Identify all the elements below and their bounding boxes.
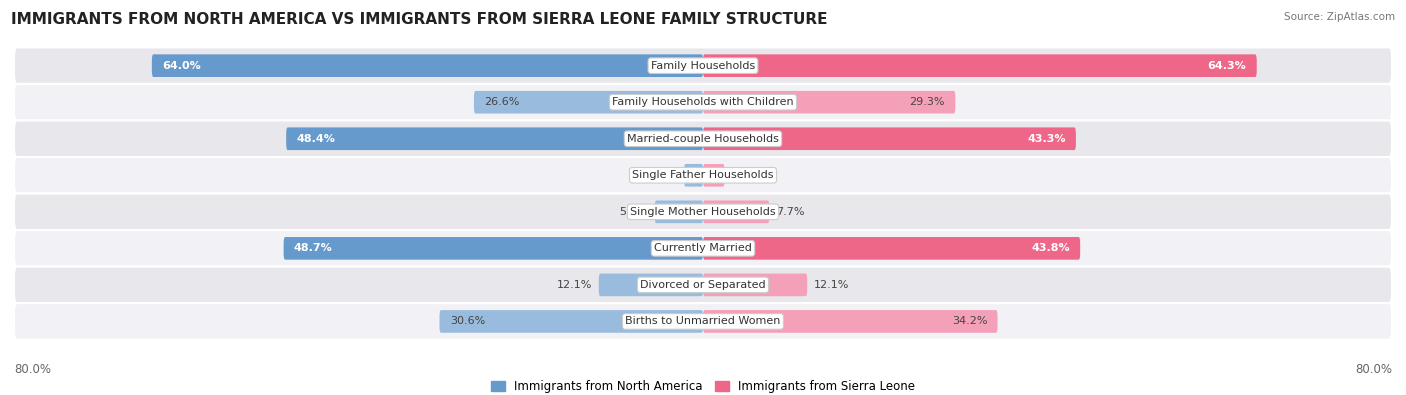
FancyBboxPatch shape — [440, 310, 703, 333]
Text: 43.3%: 43.3% — [1026, 134, 1066, 144]
Text: 7.7%: 7.7% — [776, 207, 804, 217]
FancyBboxPatch shape — [703, 164, 724, 186]
Text: 26.6%: 26.6% — [484, 97, 520, 107]
Text: Births to Unmarried Women: Births to Unmarried Women — [626, 316, 780, 326]
Text: 12.1%: 12.1% — [557, 280, 592, 290]
FancyBboxPatch shape — [14, 47, 1392, 84]
FancyBboxPatch shape — [703, 55, 1257, 77]
FancyBboxPatch shape — [703, 237, 1080, 260]
FancyBboxPatch shape — [685, 164, 703, 186]
FancyBboxPatch shape — [287, 128, 703, 150]
FancyBboxPatch shape — [655, 201, 703, 223]
Text: 80.0%: 80.0% — [14, 363, 51, 376]
FancyBboxPatch shape — [703, 201, 769, 223]
Text: Source: ZipAtlas.com: Source: ZipAtlas.com — [1284, 12, 1395, 22]
FancyBboxPatch shape — [284, 237, 703, 260]
Text: 80.0%: 80.0% — [1355, 363, 1392, 376]
Text: 30.6%: 30.6% — [450, 316, 485, 326]
Legend: Immigrants from North America, Immigrants from Sierra Leone: Immigrants from North America, Immigrant… — [486, 376, 920, 395]
Text: 34.2%: 34.2% — [952, 316, 987, 326]
FancyBboxPatch shape — [703, 128, 1076, 150]
Text: Currently Married: Currently Married — [654, 243, 752, 253]
Text: 12.1%: 12.1% — [814, 280, 849, 290]
FancyBboxPatch shape — [14, 230, 1392, 267]
FancyBboxPatch shape — [703, 310, 997, 333]
Text: Single Father Households: Single Father Households — [633, 170, 773, 180]
FancyBboxPatch shape — [14, 194, 1392, 230]
FancyBboxPatch shape — [703, 91, 955, 113]
Text: 5.6%: 5.6% — [620, 207, 648, 217]
FancyBboxPatch shape — [474, 91, 703, 113]
Text: 64.3%: 64.3% — [1208, 61, 1246, 71]
FancyBboxPatch shape — [14, 120, 1392, 157]
FancyBboxPatch shape — [14, 157, 1392, 194]
FancyBboxPatch shape — [14, 267, 1392, 303]
Text: 64.0%: 64.0% — [162, 61, 201, 71]
FancyBboxPatch shape — [152, 55, 703, 77]
FancyBboxPatch shape — [14, 84, 1392, 120]
Text: IMMIGRANTS FROM NORTH AMERICA VS IMMIGRANTS FROM SIERRA LEONE FAMILY STRUCTURE: IMMIGRANTS FROM NORTH AMERICA VS IMMIGRA… — [11, 12, 828, 27]
Text: 48.7%: 48.7% — [294, 243, 333, 253]
FancyBboxPatch shape — [599, 274, 703, 296]
Text: 48.4%: 48.4% — [297, 134, 336, 144]
Text: Family Households: Family Households — [651, 61, 755, 71]
Text: 2.2%: 2.2% — [648, 170, 678, 180]
Text: Family Households with Children: Family Households with Children — [612, 97, 794, 107]
Text: 29.3%: 29.3% — [910, 97, 945, 107]
FancyBboxPatch shape — [14, 303, 1392, 340]
Text: 2.5%: 2.5% — [731, 170, 759, 180]
Text: 43.8%: 43.8% — [1031, 243, 1070, 253]
Text: Divorced or Separated: Divorced or Separated — [640, 280, 766, 290]
Text: Single Mother Households: Single Mother Households — [630, 207, 776, 217]
Text: Married-couple Households: Married-couple Households — [627, 134, 779, 144]
FancyBboxPatch shape — [703, 274, 807, 296]
